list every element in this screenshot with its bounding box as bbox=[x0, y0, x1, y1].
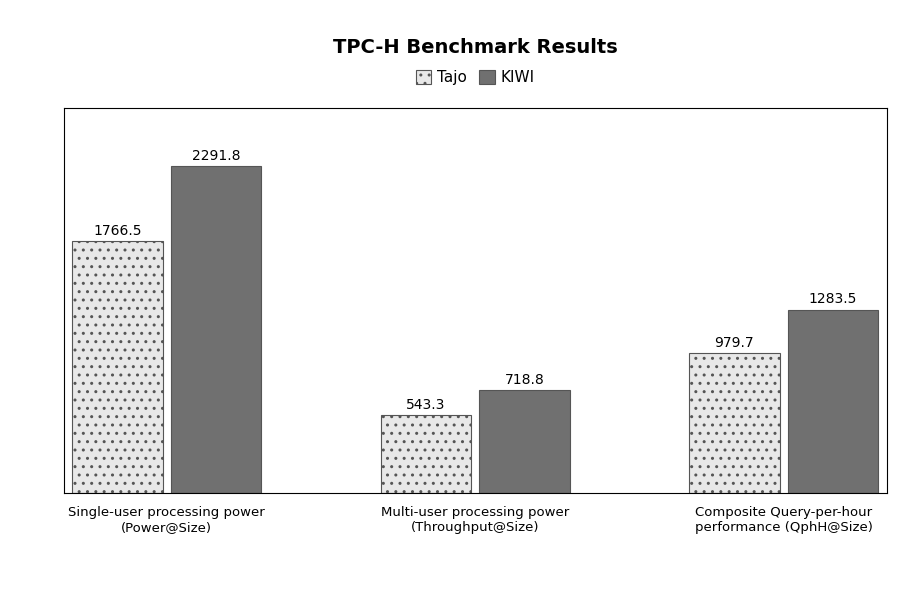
Bar bbox=[788, 310, 878, 493]
Bar bbox=[72, 241, 163, 493]
Bar bbox=[171, 166, 261, 493]
Bar bbox=[380, 415, 472, 493]
Text: 543.3: 543.3 bbox=[406, 398, 446, 412]
Legend: Tajo, KIWI: Tajo, KIWI bbox=[411, 66, 539, 90]
Text: 1766.5: 1766.5 bbox=[93, 224, 142, 237]
Text: 2291.8: 2291.8 bbox=[192, 149, 240, 163]
Text: 1283.5: 1283.5 bbox=[809, 293, 857, 307]
Text: 979.7: 979.7 bbox=[715, 336, 754, 350]
Bar bbox=[689, 353, 780, 493]
Title: TPC-H Benchmark Results: TPC-H Benchmark Results bbox=[333, 38, 618, 56]
Bar bbox=[480, 391, 570, 493]
Text: 718.8: 718.8 bbox=[505, 373, 545, 387]
